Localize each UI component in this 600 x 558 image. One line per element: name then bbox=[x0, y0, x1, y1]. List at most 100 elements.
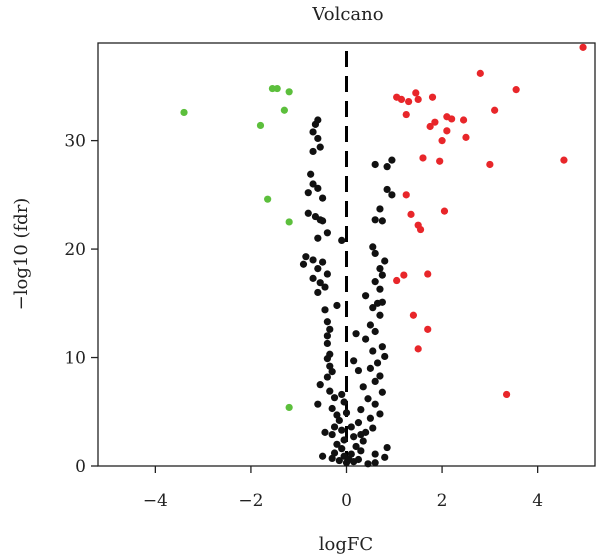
data-point bbox=[443, 127, 451, 135]
data-point bbox=[366, 414, 374, 422]
data-point bbox=[314, 184, 322, 192]
data-point bbox=[364, 460, 372, 468]
y-tick-label: 0 bbox=[75, 457, 86, 477]
data-point bbox=[338, 426, 346, 434]
y-axis: 0 10 20 30 bbox=[64, 132, 98, 477]
data-point bbox=[376, 372, 384, 380]
data-point bbox=[323, 270, 331, 278]
x-tick-label: 0 bbox=[341, 491, 352, 511]
data-point bbox=[364, 395, 372, 403]
data-point bbox=[314, 400, 322, 408]
data-point bbox=[362, 292, 370, 300]
x-tick-label: 4 bbox=[532, 491, 543, 511]
data-point bbox=[342, 409, 351, 417]
data-point bbox=[440, 207, 449, 215]
data-point bbox=[414, 95, 422, 103]
data-point bbox=[328, 454, 336, 463]
data-point bbox=[323, 318, 331, 326]
y-tick-label: 30 bbox=[64, 132, 86, 152]
data-point bbox=[316, 143, 324, 151]
data-point bbox=[426, 122, 434, 131]
data-point bbox=[319, 258, 327, 266]
data-point bbox=[328, 430, 336, 439]
data-point bbox=[438, 137, 446, 145]
data-point bbox=[357, 447, 365, 455]
data-point bbox=[378, 298, 386, 306]
data-point bbox=[459, 116, 468, 124]
y-tick-label: 10 bbox=[64, 349, 86, 369]
data-point bbox=[285, 88, 293, 96]
data-point bbox=[416, 225, 425, 234]
data-point bbox=[299, 260, 308, 268]
data-point bbox=[321, 283, 329, 291]
data-point bbox=[323, 332, 331, 340]
data-point bbox=[407, 210, 415, 218]
data-point bbox=[304, 209, 312, 217]
data-point bbox=[280, 106, 288, 114]
series-0 bbox=[180, 84, 293, 412]
data-point bbox=[369, 304, 377, 312]
data-point bbox=[323, 229, 331, 237]
data-point bbox=[314, 265, 322, 273]
data-point bbox=[476, 69, 484, 77]
data-point bbox=[326, 325, 334, 333]
data-point bbox=[369, 243, 377, 251]
data-point bbox=[340, 436, 348, 444]
data-point bbox=[323, 373, 331, 381]
data-point bbox=[319, 452, 327, 460]
data-point bbox=[486, 160, 494, 169]
data-point bbox=[378, 388, 386, 396]
data-point bbox=[321, 428, 329, 436]
data-point bbox=[330, 449, 339, 457]
data-point bbox=[393, 276, 401, 285]
data-point bbox=[397, 95, 406, 103]
data-point bbox=[359, 383, 367, 391]
data-point bbox=[512, 86, 520, 94]
data-point bbox=[579, 43, 587, 51]
data-point bbox=[333, 301, 341, 310]
data-point bbox=[323, 355, 331, 363]
data-point bbox=[381, 352, 389, 361]
data-point bbox=[335, 456, 343, 465]
data-point bbox=[359, 437, 367, 445]
data-point bbox=[285, 403, 293, 412]
data-point bbox=[378, 217, 386, 225]
data-point bbox=[354, 419, 363, 427]
data-point bbox=[366, 364, 374, 372]
data-point bbox=[330, 394, 339, 402]
data-point bbox=[369, 424, 377, 432]
data-point bbox=[371, 400, 379, 408]
data-point bbox=[405, 97, 413, 106]
x-tick-label: 2 bbox=[437, 491, 448, 511]
data-point bbox=[462, 133, 470, 141]
data-point bbox=[412, 89, 420, 97]
data-point bbox=[338, 445, 346, 453]
data-point bbox=[402, 191, 410, 199]
data-point bbox=[321, 306, 329, 314]
data-point bbox=[256, 121, 265, 130]
x-tick-label: −2 bbox=[238, 491, 263, 511]
data-point bbox=[264, 195, 272, 203]
data-point bbox=[316, 279, 324, 287]
data-point bbox=[323, 339, 331, 348]
data-point bbox=[491, 106, 499, 114]
data-point bbox=[362, 335, 370, 343]
data-point bbox=[340, 398, 348, 406]
data-point bbox=[273, 84, 281, 93]
data-point bbox=[383, 163, 391, 171]
data-point bbox=[376, 285, 384, 293]
data-point bbox=[371, 459, 379, 467]
data-point bbox=[335, 416, 343, 425]
data-point bbox=[319, 194, 327, 202]
data-point bbox=[366, 321, 374, 329]
data-point bbox=[378, 271, 386, 279]
data-point bbox=[314, 234, 322, 242]
data-point bbox=[414, 345, 422, 353]
data-point bbox=[307, 170, 315, 178]
data-point bbox=[180, 108, 188, 117]
y-axis-label: −log10 (fdr) bbox=[11, 198, 32, 311]
data-point bbox=[381, 257, 389, 265]
data-point bbox=[309, 180, 317, 188]
data-point bbox=[326, 387, 334, 395]
data-point bbox=[400, 271, 408, 279]
